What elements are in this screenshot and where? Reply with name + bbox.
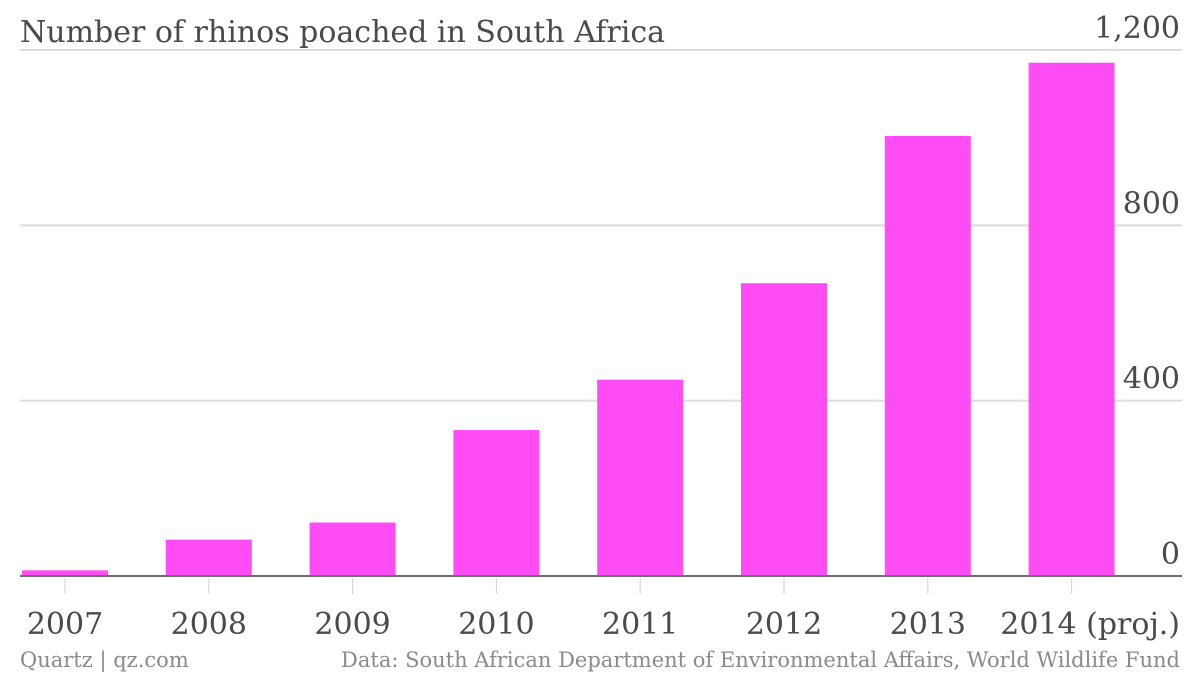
x-tick-label: 2014 (proj.) [1000,607,1180,642]
x-tick-label: 2008 [171,607,247,642]
bar [741,283,827,576]
chart-title: Number of rhinos poached in South Africa [20,15,665,50]
y-axis-tick-labels: 0 400 800 1,200 [1094,11,1180,572]
bar [22,570,108,576]
bar [453,430,540,576]
bar [597,379,684,576]
x-tick-label: 2013 [890,607,966,642]
x-axis-ticks: 2007 2008 2009 2010 2011 2012 2013 2014 (proj.) [27,578,1180,642]
x-tick-label: 2010 [458,607,534,642]
bar [1028,62,1115,576]
bar [165,539,252,576]
y-tick-label: 800 [1123,186,1180,221]
bars [22,62,1115,576]
gridlines [20,49,1182,402]
x-tick-label: 2007 [27,607,103,642]
footer-source-left: Quartz | qz.com [20,648,189,673]
footer-source-right: Data: South African Department of Enviro… [341,648,1180,672]
x-tick-label: 2012 [746,607,822,642]
bar [884,135,971,576]
y-tick-label: 400 [1123,362,1180,397]
x-tick-label: 2009 [314,607,390,642]
y-tick-label: 0 [1161,537,1180,572]
x-tick-label: 2011 [602,607,678,642]
bar [309,522,396,576]
y-tick-label: 1,200 [1094,11,1180,46]
